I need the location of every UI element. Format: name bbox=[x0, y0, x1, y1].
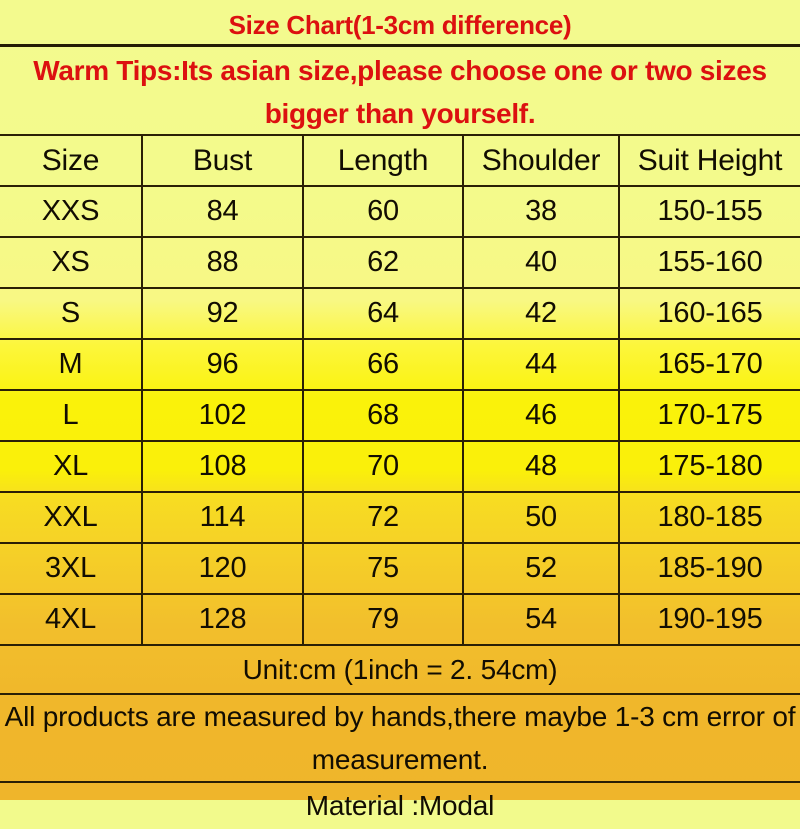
unit-note: Unit:cm (1inch = 2. 54cm) bbox=[0, 644, 800, 694]
cell-size: L bbox=[0, 389, 143, 441]
table-row: M 96 66 44 165-170 bbox=[0, 338, 800, 390]
cell-length: 66 bbox=[303, 338, 464, 390]
cell-size: XXS bbox=[0, 185, 143, 237]
table-row: XXL 114 72 50 180-185 bbox=[0, 491, 800, 543]
column-header-size: Size bbox=[0, 134, 143, 186]
cell-suit-height: 175-180 bbox=[619, 440, 800, 492]
cell-suit-height: 160-165 bbox=[619, 287, 800, 339]
cell-suit-height: 170-175 bbox=[619, 389, 800, 441]
cell-bust: 88 bbox=[142, 236, 304, 288]
cell-suit-height: 165-170 bbox=[619, 338, 800, 390]
cell-size: XL bbox=[0, 440, 143, 492]
cell-bust: 108 bbox=[142, 440, 304, 492]
cell-length: 68 bbox=[303, 389, 464, 441]
page-title: Size Chart(1-3cm difference) bbox=[228, 10, 572, 40]
cell-shoulder: 52 bbox=[463, 542, 620, 594]
measurement-disclaimer: All products are measured by hands,there… bbox=[0, 693, 800, 782]
cell-size: S bbox=[0, 287, 143, 339]
table-row: XXS 84 60 38 150-155 bbox=[0, 185, 800, 237]
cell-suit-height: 155-160 bbox=[619, 236, 800, 288]
cell-bust: 92 bbox=[142, 287, 304, 339]
cell-suit-height: 185-190 bbox=[619, 542, 800, 594]
cell-size: 4XL bbox=[0, 593, 143, 645]
cell-shoulder: 38 bbox=[463, 185, 620, 237]
cell-length: 60 bbox=[303, 185, 464, 237]
cell-length: 64 bbox=[303, 287, 464, 339]
cell-length: 62 bbox=[303, 236, 464, 288]
column-header-shoulder: Shoulder bbox=[463, 134, 620, 186]
cell-shoulder: 48 bbox=[463, 440, 620, 492]
table-row: 4XL 128 79 54 190-195 bbox=[0, 593, 800, 645]
cell-size: 3XL bbox=[0, 542, 143, 594]
cell-shoulder: 44 bbox=[463, 338, 620, 390]
footer-row-material: Material :Modal bbox=[0, 781, 800, 829]
column-header-bust: Bust bbox=[142, 134, 304, 186]
table-row: L 102 68 46 170-175 bbox=[0, 389, 800, 441]
size-measurements-table: Size Bust Length Shoulder Suit Height XX… bbox=[0, 134, 800, 829]
cell-suit-height: 180-185 bbox=[619, 491, 800, 543]
table-row: XS 88 62 40 155-160 bbox=[0, 236, 800, 288]
column-header-suit-height: Suit Height bbox=[619, 134, 800, 186]
cell-suit-height: 150-155 bbox=[619, 185, 800, 237]
cell-size: XS bbox=[0, 236, 143, 288]
cell-length: 75 bbox=[303, 542, 464, 594]
cell-bust: 128 bbox=[142, 593, 304, 645]
cell-shoulder: 46 bbox=[463, 389, 620, 441]
warm-tips-notice: Warm Tips:Its asian size,please choose o… bbox=[0, 44, 800, 132]
table-body: XXS 84 60 38 150-155 XS 88 62 40 155-160 S 92 64 42 16… bbox=[0, 185, 800, 645]
cell-size: XXL bbox=[0, 491, 143, 543]
cell-length: 79 bbox=[303, 593, 464, 645]
cell-shoulder: 42 bbox=[463, 287, 620, 339]
cell-shoulder: 40 bbox=[463, 236, 620, 288]
cell-size: M bbox=[0, 338, 143, 390]
cell-length: 72 bbox=[303, 491, 464, 543]
cell-bust: 102 bbox=[142, 389, 304, 441]
material-note: Material :Modal bbox=[0, 781, 800, 829]
column-header-length: Length bbox=[303, 134, 464, 186]
table-row: 3XL 120 75 52 185-190 bbox=[0, 542, 800, 594]
cell-bust: 84 bbox=[142, 185, 304, 237]
table-row: S 92 64 42 160-165 bbox=[0, 287, 800, 339]
cell-bust: 114 bbox=[142, 491, 304, 543]
cell-suit-height: 190-195 bbox=[619, 593, 800, 645]
table-row: XL 108 70 48 175-180 bbox=[0, 440, 800, 492]
footer-row-unit: Unit:cm (1inch = 2. 54cm) bbox=[0, 644, 800, 694]
cell-shoulder: 50 bbox=[463, 491, 620, 543]
cell-shoulder: 54 bbox=[463, 593, 620, 645]
cell-length: 70 bbox=[303, 440, 464, 492]
table-header-row: Size Bust Length Shoulder Suit Height bbox=[0, 134, 800, 186]
cell-bust: 120 bbox=[142, 542, 304, 594]
cell-bust: 96 bbox=[142, 338, 304, 390]
footer-row-disclaimer: All products are measured by hands,there… bbox=[0, 693, 800, 782]
